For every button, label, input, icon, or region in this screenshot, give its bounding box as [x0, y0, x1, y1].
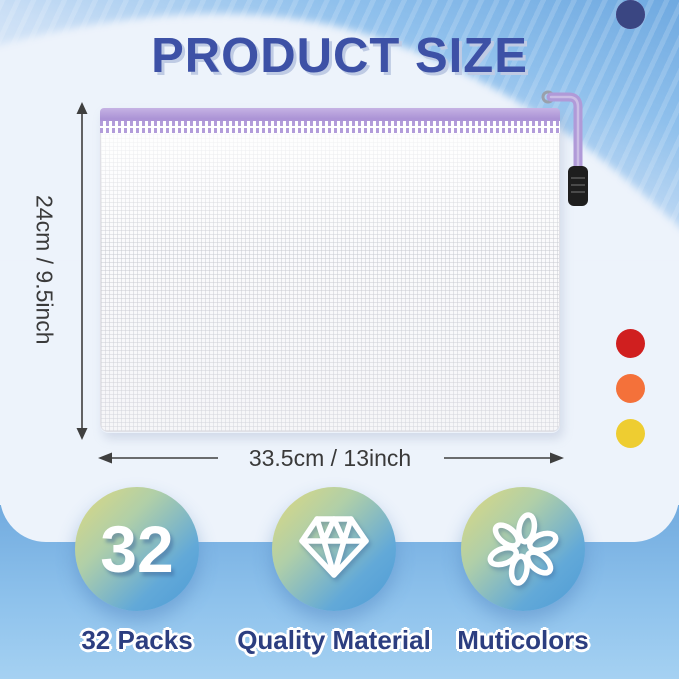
- color-dot-red: [616, 329, 645, 358]
- width-dimension-label: 33.5cm / 13inch: [248, 445, 412, 471]
- width-arrow: [98, 452, 564, 464]
- quality-badge: [272, 487, 396, 611]
- diamond-icon: [299, 516, 369, 578]
- feature-packs: 32 32 Packs: [27, 487, 247, 656]
- color-dot-orange: [616, 374, 645, 403]
- colors-badge: [461, 487, 585, 611]
- colors-label: Muticolors: [457, 625, 589, 655]
- color-dot-navy: [616, 0, 645, 29]
- packs-count: 32: [100, 512, 174, 586]
- feature-colors: Muticolors: [413, 487, 633, 656]
- height-arrow: [76, 102, 88, 440]
- quality-label: Quality Material: [237, 625, 431, 655]
- height-dimension-label: 24cm / 9.5inch: [31, 195, 58, 345]
- color-dot-yellow: [616, 419, 645, 448]
- mesh-body: [100, 133, 560, 432]
- mesh-zipper-bag: [100, 108, 560, 433]
- flower-icon: [487, 512, 559, 586]
- packs-label: 32 Packs: [81, 625, 193, 655]
- main-panel: PRODUCT SIZE 24cm / 9.5inch 33.5cm / 13i…: [0, 0, 679, 471]
- packs-badge: 32: [75, 487, 199, 611]
- zipper-teeth: [100, 121, 560, 133]
- feature-quality: Quality Material: [224, 487, 444, 656]
- zipper-band: [100, 108, 560, 121]
- zipper-pull-icon: [541, 90, 588, 206]
- page-title: PRODUCT SIZE: [151, 29, 528, 83]
